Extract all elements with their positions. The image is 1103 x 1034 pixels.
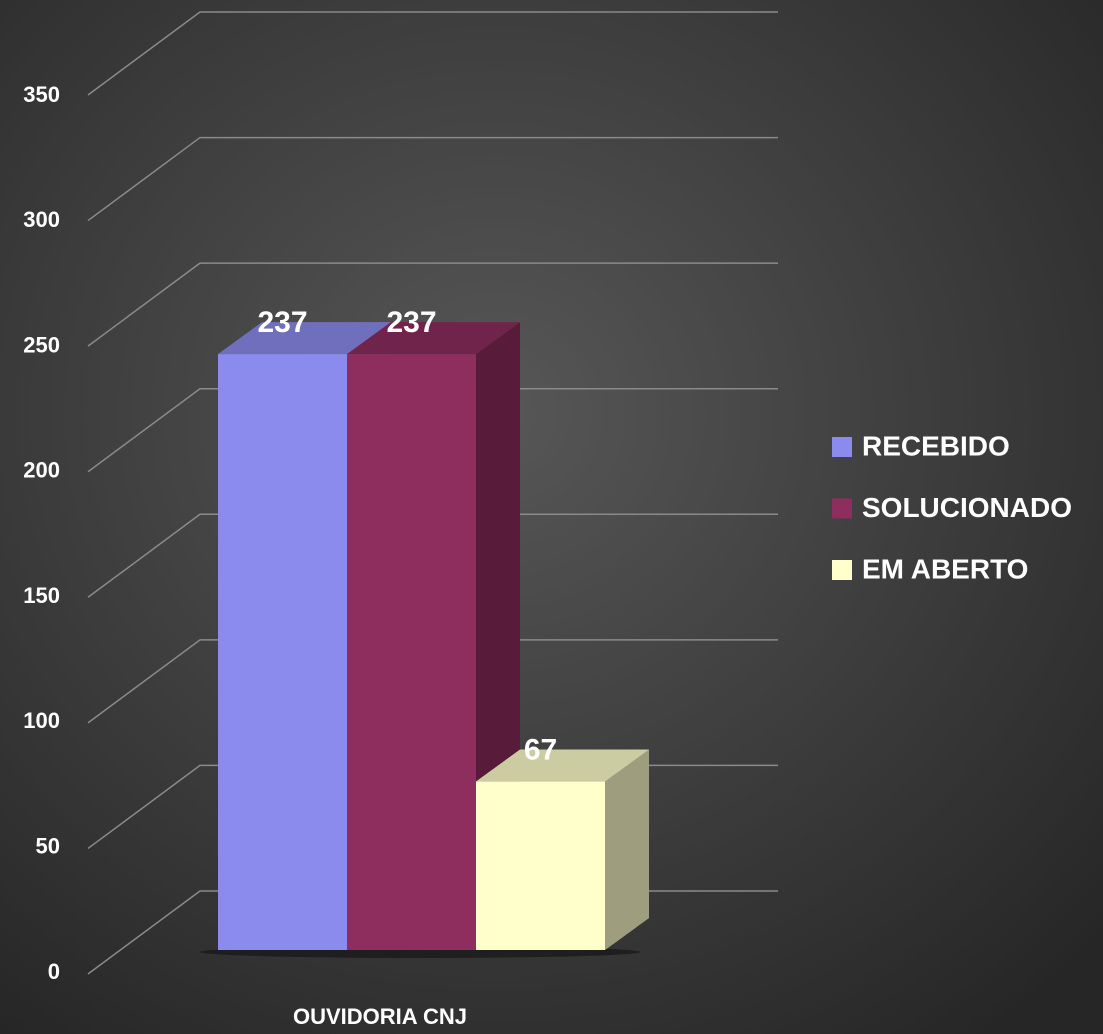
- grid-line: [87, 387, 778, 473]
- bar-side: [605, 749, 649, 950]
- y-tick-label: 0: [48, 959, 60, 984]
- grid-line: [87, 262, 778, 347]
- y-tick-label: 100: [23, 708, 60, 733]
- legend-swatch: [832, 437, 852, 457]
- data-label: 237: [257, 306, 307, 339]
- y-tick-label: 200: [23, 458, 60, 483]
- grid-line: [87, 513, 778, 598]
- legend-label: SOLUCIONADO: [862, 492, 1072, 523]
- bar: [218, 354, 347, 951]
- grid-line: [87, 11, 778, 96]
- y-tick-label: 300: [23, 207, 60, 232]
- data-label: 237: [386, 306, 436, 339]
- bar: [476, 781, 605, 950]
- bar-top-shade: [476, 749, 649, 782]
- bar-side-shade: [605, 749, 649, 950]
- bar-top: [476, 749, 649, 782]
- bar-top: [218, 322, 391, 355]
- y-tick-label: 150: [23, 583, 60, 608]
- legend-swatch: [832, 560, 852, 580]
- bar: [347, 354, 476, 951]
- legend-swatch: [832, 498, 852, 519]
- bar-top-shade: [218, 322, 391, 355]
- grid-line: [87, 639, 778, 724]
- legend-label: RECEBIDO: [862, 430, 1010, 461]
- data-label: 67: [524, 733, 557, 766]
- bar-top-shade: [347, 322, 520, 355]
- x-tick-label: OUVIDORIA CNJ: [293, 1004, 467, 1029]
- y-tick-label: 50: [36, 834, 60, 859]
- y-tick-label: 350: [23, 82, 60, 107]
- grid-line: [87, 136, 778, 222]
- y-tick-label: 250: [23, 332, 60, 357]
- bar-top: [347, 322, 520, 355]
- legend-label: EM ABERTO: [862, 553, 1028, 584]
